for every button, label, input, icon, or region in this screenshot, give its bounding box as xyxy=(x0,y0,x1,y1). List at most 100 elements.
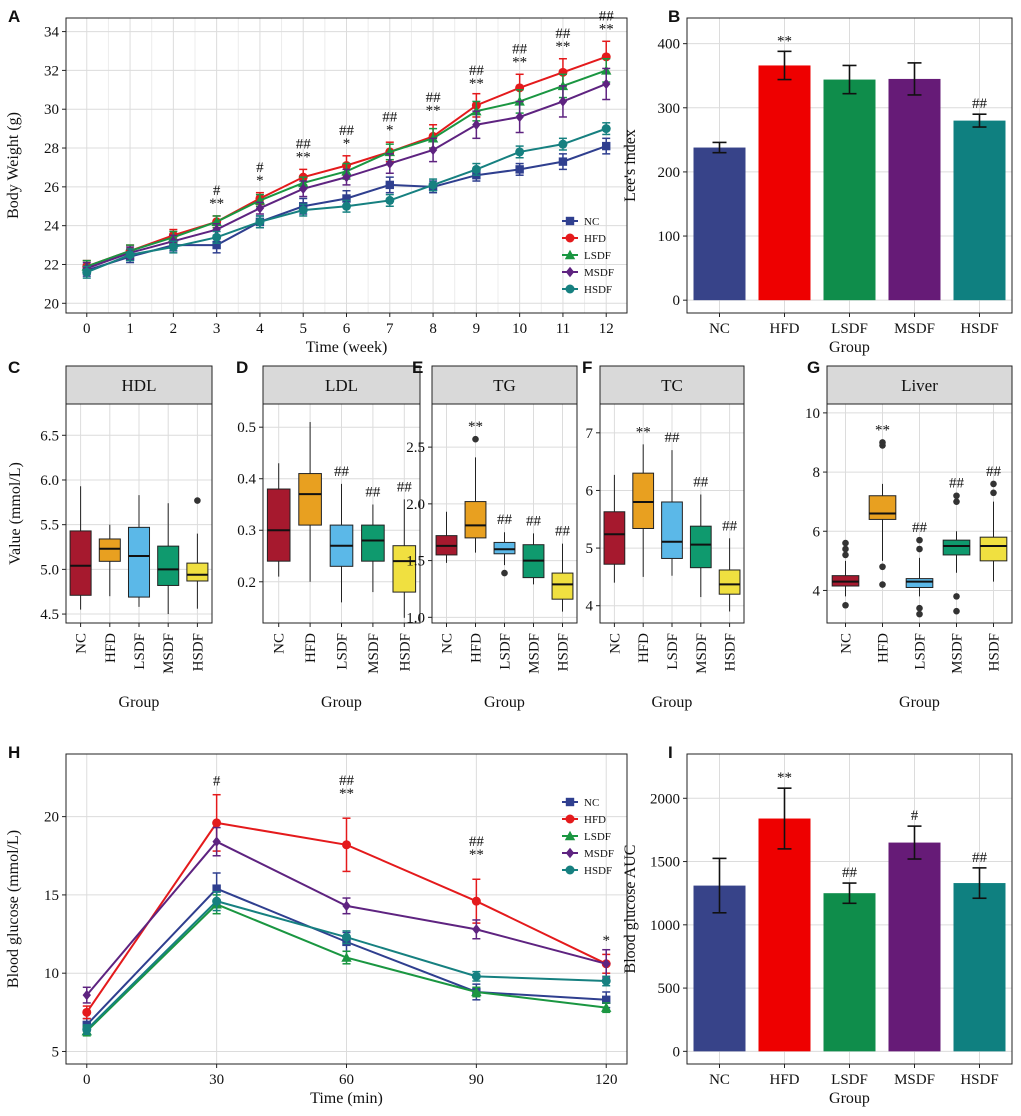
data-point xyxy=(342,194,351,203)
box-body xyxy=(186,562,209,582)
x-tick-label: 30 xyxy=(209,1072,224,1088)
data-point xyxy=(212,836,221,847)
significance-mark: ## xyxy=(665,430,681,446)
x-tick-label: 90 xyxy=(469,1072,484,1088)
legend-label: MSDF xyxy=(584,848,614,860)
y-tick-label: 6 xyxy=(586,483,594,499)
x-tick-label: 9 xyxy=(473,321,481,337)
data-point xyxy=(342,171,351,183)
panel-I: I 0 500 1000 1500 2000 NC ** HFD ## LSDF # MSDF ## HSD… xyxy=(622,743,1013,1107)
x-tick-label: 12 xyxy=(599,321,614,337)
x-tick-label: NC xyxy=(272,633,288,654)
outlier-point xyxy=(916,604,923,612)
x-tick-label: 60 xyxy=(339,1072,354,1088)
significance-mark: ## xyxy=(912,520,928,536)
data-point xyxy=(515,111,524,123)
outlier-point xyxy=(990,489,997,497)
significance-mark: ** xyxy=(296,150,311,166)
data-point xyxy=(299,183,308,194)
x-tick-label: NC xyxy=(74,633,90,654)
x-tick-label: HFD xyxy=(769,321,799,337)
x-tick-label: NC xyxy=(440,633,456,654)
data-point xyxy=(602,78,611,90)
box-body xyxy=(661,501,683,559)
data-point xyxy=(125,250,135,260)
x-tick-label: 11 xyxy=(556,321,570,337)
x-tick-label: LSDF xyxy=(665,633,681,670)
significance-mark: ## xyxy=(334,464,350,480)
box-HSDF xyxy=(186,497,209,609)
y-axis-label: Lee's index xyxy=(622,129,639,202)
y-axis-label: Blood glucose AUC xyxy=(622,845,639,974)
box-HSDF xyxy=(979,480,1008,582)
x-tick-label: LSDF xyxy=(831,321,868,337)
box-NC xyxy=(266,463,291,577)
legend-label: LSDF xyxy=(584,250,611,262)
significance-mark: ## xyxy=(693,474,709,490)
significance-mark: ** xyxy=(875,422,890,438)
significance-mark: ## xyxy=(339,123,355,139)
box-MSDF xyxy=(361,504,385,593)
y-tick-label: 0.3 xyxy=(237,523,256,539)
outlier-point xyxy=(501,569,508,577)
significance-mark: ## xyxy=(986,464,1002,480)
significance-mark: ** xyxy=(469,76,484,92)
y-tick-label: 0 xyxy=(673,293,681,309)
data-point xyxy=(564,830,576,841)
data-point xyxy=(471,986,482,997)
y-tick-label: 5.5 xyxy=(40,518,59,534)
significance-mark: ** xyxy=(469,847,484,863)
legend-label: HFD xyxy=(584,814,606,826)
significance-mark: ## xyxy=(722,518,738,534)
x-tick-label: 6 xyxy=(343,321,351,337)
x-tick-label: MSDF xyxy=(894,1072,935,1088)
x-tick-label: MSDF xyxy=(694,633,710,674)
y-tick-label: 400 xyxy=(658,37,681,53)
data-point xyxy=(428,144,438,156)
panel-label: A xyxy=(8,7,20,26)
significance-mark: ## xyxy=(497,512,513,528)
x-tick-label: HFD xyxy=(636,633,652,663)
significance-mark: ** xyxy=(426,103,441,119)
data-point xyxy=(385,158,394,169)
y-tick-label: 4 xyxy=(813,583,821,599)
y-axis-label: Value (mmol/L) xyxy=(7,462,24,565)
data-point xyxy=(342,900,351,912)
x-tick-label: MSDF xyxy=(366,633,382,674)
bar-LSDF xyxy=(823,893,876,1052)
x-tick-label: HSDF xyxy=(987,633,1003,671)
y-tick-label: 20 xyxy=(44,296,59,312)
panel-label: F xyxy=(582,358,592,377)
y-tick-label: 7 xyxy=(586,426,594,442)
outlier-point xyxy=(194,497,201,504)
strip-label: TG xyxy=(493,376,516,395)
strip-label: Liver xyxy=(901,376,938,395)
outlier-point xyxy=(953,593,960,600)
data-point xyxy=(385,195,395,205)
panel-label: B xyxy=(668,7,680,26)
data-point xyxy=(385,180,394,190)
data-point xyxy=(602,141,611,151)
y-tick-label: 32 xyxy=(44,63,59,79)
panel-D: D LDL 0.2 0.3 0.4 0.5 NC HFD ## LSDF ## MSDF ## HSDF G… xyxy=(236,358,421,711)
bar-MSDF xyxy=(888,78,941,301)
box-HSDF xyxy=(718,538,741,612)
y-tick-label: 1.5 xyxy=(406,554,425,570)
box-MSDF xyxy=(522,533,545,585)
panel-C: C HDL 4.5 5.0 5.5 6.0 6.5 NC HFD LSDF MSDF HSDF Grou… xyxy=(7,358,213,711)
significance-mark: ## xyxy=(397,479,413,495)
data-point xyxy=(565,284,575,294)
legend-label: HSDF xyxy=(584,865,612,877)
data-point xyxy=(565,797,575,807)
y-tick-label: 0 xyxy=(673,1044,681,1060)
box-body xyxy=(905,578,934,588)
significance-mark: ## xyxy=(469,834,485,850)
x-tick-label: MSDF xyxy=(894,321,935,337)
x-tick-label: 8 xyxy=(429,321,437,337)
data-point xyxy=(341,952,352,962)
x-axis-label: Time (min) xyxy=(310,1090,383,1107)
y-tick-label: 10 xyxy=(44,966,59,982)
bar-HFD xyxy=(758,818,811,1052)
data-point xyxy=(602,958,611,969)
outlier-point xyxy=(879,581,886,588)
